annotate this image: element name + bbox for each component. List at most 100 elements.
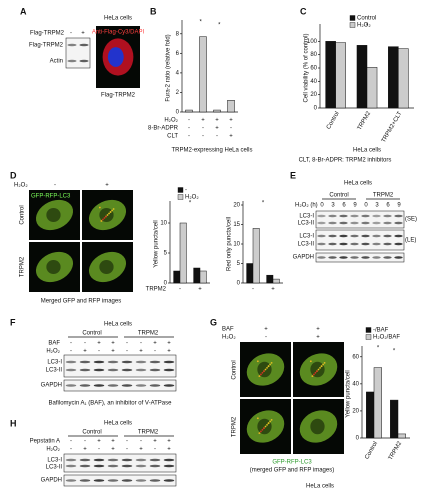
- band: [135, 464, 147, 468]
- row-label: Control: [20, 205, 26, 224]
- condition-sign: -: [202, 134, 204, 140]
- bar: [373, 367, 382, 439]
- band: [372, 234, 381, 238]
- significance: *: [366, 24, 369, 30]
- band-label: LC3-II: [46, 465, 63, 471]
- significance: *: [377, 346, 380, 352]
- condition-sign: -: [126, 447, 128, 453]
- band: [328, 221, 337, 225]
- y-tick-label: 5: [237, 261, 241, 267]
- band: [135, 458, 147, 462]
- condition-sign: -: [154, 349, 156, 355]
- image-caption: Flag-TRPM2: [101, 93, 136, 99]
- legend-swatch: [365, 334, 372, 340]
- y-tick-label: 4: [176, 70, 180, 76]
- band: [93, 368, 105, 372]
- group-label: TRPM2: [373, 193, 394, 199]
- legend-swatch: [177, 187, 184, 193]
- bar: [397, 433, 406, 439]
- x-tick-label: +: [198, 287, 202, 293]
- band: [121, 479, 133, 482]
- band: [163, 384, 175, 387]
- caption: TRPM2-expressing HeLa cells: [171, 148, 252, 154]
- y-tick-label: 40: [310, 79, 317, 85]
- puncta: [269, 420, 271, 423]
- band: [65, 458, 77, 462]
- condition-sign: -: [126, 349, 128, 355]
- condition-name: BAF: [222, 327, 234, 333]
- band: [121, 368, 133, 372]
- condition-sign: +: [111, 447, 115, 453]
- panel-label: A: [20, 6, 27, 16]
- band: [350, 221, 359, 225]
- band: [79, 464, 91, 468]
- y-tick-label: 2: [176, 90, 180, 96]
- bar: [266, 274, 274, 284]
- x-tick-label: +: [271, 287, 275, 293]
- bar: [193, 267, 201, 284]
- condition-sign: -: [70, 341, 72, 347]
- condition-sign: +: [83, 349, 87, 355]
- band: [121, 384, 133, 387]
- band: [79, 43, 89, 47]
- puncta: [264, 368, 267, 371]
- x-tick-label: Control: [326, 111, 341, 131]
- band: [67, 43, 77, 47]
- band: [317, 256, 326, 259]
- band: [317, 242, 326, 246]
- condition-sign: +: [139, 349, 143, 355]
- bar: [173, 270, 181, 284]
- nucleus: [46, 260, 61, 274]
- band: [361, 214, 370, 218]
- band: [328, 234, 337, 238]
- band-label: GAPDH: [41, 383, 62, 389]
- puncta: [323, 362, 326, 364]
- puncta: [311, 375, 314, 377]
- label: Flag-TRPM2: [30, 31, 65, 37]
- significance: *: [262, 201, 265, 207]
- nucleus: [107, 47, 124, 67]
- puncta: [319, 366, 321, 369]
- band: [328, 214, 337, 218]
- bar: [366, 67, 378, 109]
- band: [372, 221, 381, 225]
- panel-title: HeLa cells: [104, 16, 132, 22]
- x-axis-title: TRPM2: [146, 287, 167, 293]
- exposure-label: (SE): [405, 217, 417, 223]
- condition-name: H₂O₂: [164, 118, 178, 124]
- condition-sign: -: [126, 439, 128, 445]
- puncta: [260, 430, 262, 433]
- band: [394, 242, 403, 246]
- puncta: [309, 360, 312, 363]
- condition-sign: +: [229, 134, 233, 140]
- group-label: Control: [329, 193, 348, 199]
- band: [383, 256, 392, 259]
- band: [149, 458, 161, 462]
- y-tick-label: 100: [307, 39, 318, 45]
- band-label: LC3-I: [47, 458, 62, 464]
- band: [317, 234, 326, 238]
- x-tick-label: -: [252, 287, 254, 293]
- band-label: GAPDH: [41, 478, 62, 484]
- band-label: Actin: [50, 59, 63, 65]
- condition-sign: +: [153, 341, 157, 347]
- panel-label: H: [10, 418, 17, 428]
- panel-label: B: [150, 6, 157, 16]
- condition-sign: 6: [386, 203, 390, 209]
- panel-label: E: [290, 170, 296, 180]
- band: [394, 214, 403, 218]
- puncta: [102, 218, 104, 221]
- puncta: [320, 365, 323, 368]
- band: [372, 256, 381, 259]
- panel-label: D: [10, 170, 17, 180]
- nucleus: [99, 260, 114, 274]
- puncta: [270, 419, 273, 421]
- puncta: [106, 214, 109, 216]
- condition-sign: 0: [364, 203, 368, 209]
- condition-sign: -: [70, 349, 72, 355]
- x-tick-label: TRPM2+CLT: [381, 111, 404, 144]
- stain-label: GFP-RFP-LC3: [272, 460, 312, 466]
- blot: [63, 354, 177, 378]
- puncta: [317, 368, 320, 371]
